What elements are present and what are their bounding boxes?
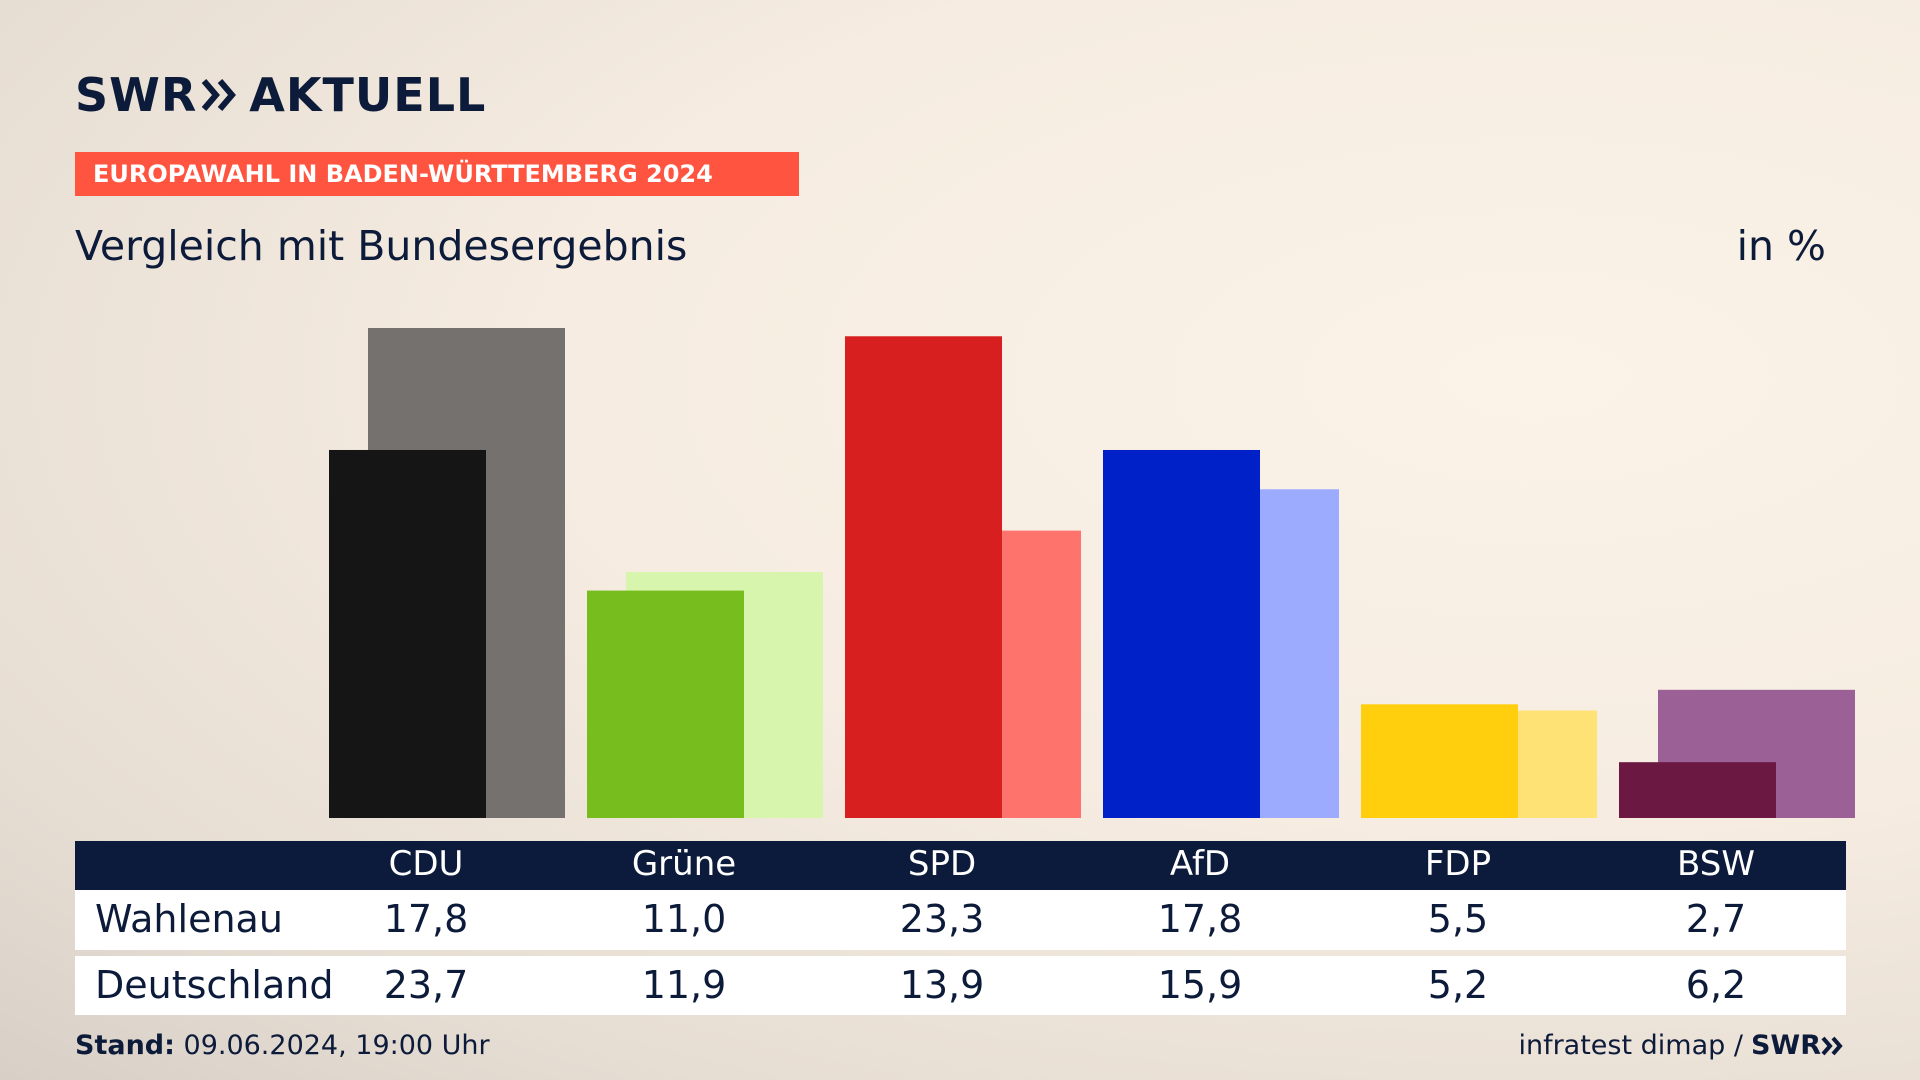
double-chevron-icon [202, 79, 237, 111]
stand-label: Stand: [75, 1030, 175, 1061]
bar-wahlenau-spd [845, 336, 1002, 818]
swr-mini-logo: SWR [1751, 1030, 1845, 1061]
value-deutschland-cdu: 23,7 [383, 963, 469, 1007]
results-table: CDU Grüne SPD AfD FDP BSW Wahlenau 17,8 11,0 23… [75, 841, 1846, 1015]
party-label-fdp: FDP [1424, 844, 1492, 884]
value-wahlenau-afd: 17,8 [1157, 897, 1243, 941]
value-deutschland-spd: 13,9 [899, 963, 985, 1007]
party-label-afd: AfD [1169, 844, 1231, 884]
value-wahlenau-cdu: 17,8 [383, 897, 469, 941]
logo-swr-text: SWR [75, 68, 198, 122]
value-deutschland-bsw: 6,2 [1685, 963, 1747, 1007]
double-chevron-icon [1821, 1036, 1843, 1055]
unit-label: in % [1736, 222, 1826, 270]
value-wahlenau-fdp: 5,5 [1427, 897, 1489, 941]
bar-chart [329, 328, 1855, 818]
value-wahlenau-spd: 23,3 [899, 897, 985, 941]
value-wahlenau-bsw: 2,7 [1685, 897, 1747, 941]
chart-subtitle: Vergleich mit Bundesergebnis [75, 222, 688, 270]
table-row-deutschland: Deutschland 23,7 11,9 13,9 15,9 5,2 6,2 [75, 956, 1846, 1015]
swr-aktuell-logo: SWR AKTUELL [75, 68, 486, 122]
source-text: infratest dimap / [1518, 1030, 1743, 1061]
table-row-wahlenau: Wahlenau 17,8 11,0 23,3 17,8 5,5 2,7 [75, 890, 1846, 950]
bar-wahlenau-fdp [1361, 704, 1518, 818]
election-banner: EUROPAWAHL IN BADEN-WÜRTTEMBERG 2024 [75, 152, 799, 196]
party-label-cdu: CDU [388, 844, 464, 884]
bar-wahlenau-bsw [1619, 762, 1776, 818]
timestamp: Stand: 09.06.2024, 19:00 Uhr [75, 1030, 490, 1061]
mini-logo-text: SWR [1750, 1030, 1821, 1061]
value-wahlenau-gr-ne: 11,0 [641, 897, 727, 941]
bar-wahlenau-afd [1103, 449, 1260, 818]
value-deutschland-afd: 15,9 [1157, 963, 1243, 1007]
party-header-row: CDU Grüne SPD AfD FDP BSW [75, 841, 1846, 890]
value-deutschland-fdp: 5,2 [1427, 963, 1489, 1007]
bar-wahlenau-cdu [329, 449, 486, 818]
bar-wahlenau-gr-ne [587, 590, 744, 818]
party-label-bsw: BSW [1677, 844, 1755, 884]
value-deutschland-gr-ne: 11,9 [641, 963, 727, 1007]
party-label-spd: SPD [907, 844, 977, 884]
party-label-gr-ne: Grüne [631, 844, 737, 884]
stand-value: 09.06.2024, 19:00 Uhr [183, 1030, 490, 1061]
row-label-wahlenau: Wahlenau [95, 897, 283, 941]
row-label-deutschland: Deutschland [95, 963, 334, 1007]
logo-aktuell-text: AKTUELL [249, 68, 487, 122]
source-credit: infratest dimap / SWR [1518, 1030, 1845, 1061]
